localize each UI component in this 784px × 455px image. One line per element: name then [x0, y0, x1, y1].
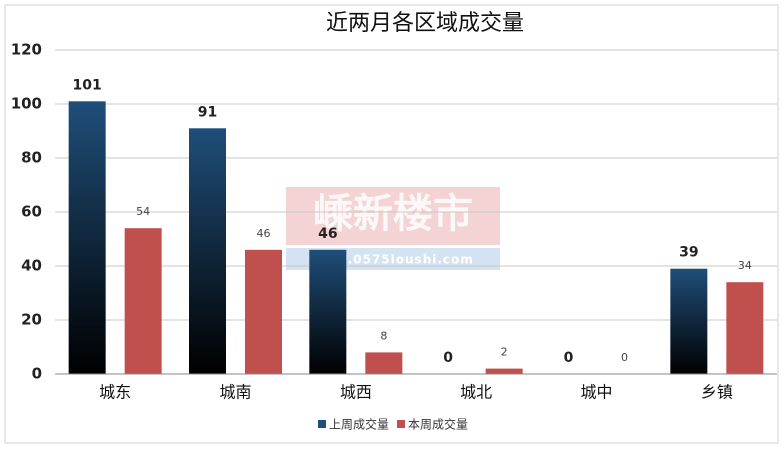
legend-swatch — [397, 420, 406, 428]
legend-label: 本周成交量 — [408, 417, 468, 432]
value-label: 2 — [501, 346, 508, 359]
value-label: 54 — [136, 205, 150, 218]
y-tick-label: 100 — [11, 95, 42, 113]
legend-label: 上周成交量 — [329, 417, 389, 432]
x-tick-label: 城南 — [219, 383, 251, 402]
value-label: 39 — [679, 245, 698, 261]
value-label: 0 — [621, 351, 628, 364]
value-label: 8 — [380, 329, 387, 342]
watermark-title: 嵊新楼市 — [313, 190, 473, 237]
x-tick-label: 城中 — [580, 383, 612, 402]
value-label: 46 — [318, 226, 337, 242]
bar — [189, 128, 226, 374]
bar — [365, 352, 403, 374]
x-tick-label: 城西 — [340, 383, 372, 402]
bar — [726, 282, 764, 374]
value-label: 101 — [73, 77, 102, 93]
value-label: 0 — [564, 350, 574, 366]
legend-swatch — [318, 420, 326, 428]
chart-title: 近两月各区域成交量 — [326, 11, 524, 36]
bar — [485, 368, 523, 374]
x-tick-label: 城北 — [460, 383, 492, 402]
value-label: 46 — [257, 227, 271, 240]
y-tick-label: 120 — [11, 41, 42, 59]
bar — [309, 249, 347, 374]
x-tick-label: 乡镇 — [701, 383, 733, 402]
x-tick-label: 城东 — [99, 383, 131, 402]
y-tick-label: 0 — [32, 365, 42, 383]
value-label: 91 — [198, 104, 217, 120]
value-label: 34 — [738, 259, 752, 272]
y-tick-label: 60 — [21, 203, 42, 221]
value-label: 0 — [443, 350, 453, 366]
y-tick-label: 80 — [21, 149, 42, 167]
y-tick-label: 40 — [21, 257, 42, 275]
bar — [670, 268, 708, 374]
watermark-box — [286, 187, 500, 245]
y-tick-label: 20 — [21, 311, 42, 329]
bar — [68, 101, 106, 375]
bar — [245, 249, 282, 374]
bar — [124, 228, 162, 374]
watermark-url: www.0575loushi.com — [312, 253, 474, 267]
